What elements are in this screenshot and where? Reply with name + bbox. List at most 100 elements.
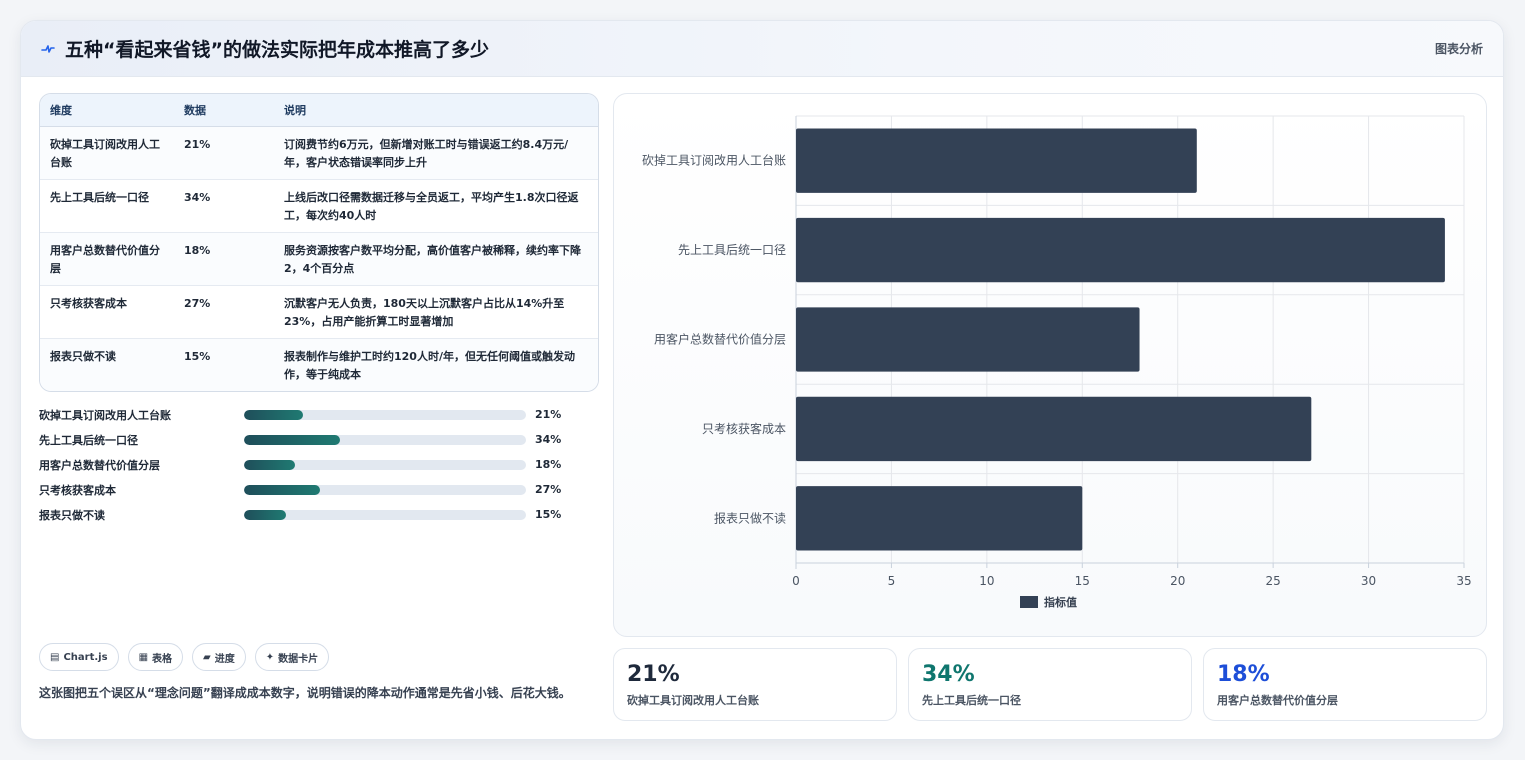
table-icon: ▦ — [138, 651, 149, 663]
progress-fill — [244, 509, 287, 520]
category-label: 用客户总数替代价值分层 — [654, 332, 786, 347]
kpi-label: 砍掉工具订阅改用人工台账 — [627, 694, 759, 707]
left-panel: 维度 数据 说明 砍掉工具订阅改用人工台账 21% 订阅费节约6万元，但新增对账… — [39, 93, 599, 527]
chart-description: 这张图把五个误区从“理念问题”翻译成成本数字，说明错误的降本动作通常是先省小钱、… — [39, 686, 571, 700]
progress-fill — [244, 409, 304, 420]
cell-dimension: 只考核获客成本 — [40, 285, 174, 339]
bar — [796, 396, 1312, 462]
progress-list: 砍掉工具订阅改用人工台账 21% 先上工具后统一口径 34% 用客户总数替代价值… — [39, 402, 599, 527]
table-row: 砍掉工具订阅改用人工台账 21% 订阅费节约6万元，但新增对账工时与错误返工约8… — [40, 126, 598, 180]
cell-value: 34% — [174, 179, 274, 233]
tag-label: 进度 — [214, 653, 235, 665]
tag-label: Chart.js — [63, 651, 108, 663]
kpi-value: 21% — [627, 662, 680, 687]
cell-note: 沉默客户无人负责，180天以上沉默客户占比从14%升至23%，占用产能折算工时显… — [274, 285, 598, 339]
kpi-card: 21% 砍掉工具订阅改用人工台账 — [613, 648, 897, 721]
table-row: 用客户总数替代价值分层 18% 服务资源按客户数平均分配，高价值客户被稀释，续约… — [40, 232, 598, 286]
progress-row: 用客户总数替代价值分层 18% — [39, 452, 599, 477]
category-label: 只考核获客成本 — [702, 421, 786, 436]
bar-chart: 砍掉工具订阅改用人工台账先上工具后统一口径用客户总数替代价值分层只考核获客成本报… — [642, 115, 1472, 609]
tag-label: 数据卡片 — [278, 653, 319, 665]
cell-note: 报表制作与维护工时约120人时/年，但无任何阈值或触发动作，等于纯成本 — [274, 338, 598, 391]
progress-track — [244, 409, 526, 420]
progress-value: 18% — [535, 458, 562, 471]
tag-progress[interactable]: ▰ 进度 — [192, 643, 246, 671]
cell-note: 服务资源按客户数平均分配，高价值客户被稀释，续约率下降2，4个百分点 — [274, 232, 598, 286]
cell-value: 18% — [174, 232, 274, 286]
x-tick-label: 20 — [1170, 574, 1185, 588]
progress-value: 27% — [535, 483, 562, 496]
cell-value: 15% — [174, 338, 274, 391]
column-header: 维度 — [40, 94, 174, 127]
column-header: 数据 — [174, 94, 274, 127]
cell-dimension: 报表只做不读 — [40, 338, 174, 391]
cell-value: 27% — [174, 285, 274, 339]
bar — [796, 486, 1083, 551]
progress-icon: ▰ — [203, 651, 211, 663]
bar — [796, 217, 1445, 283]
progress-label: 用客户总数替代价值分层 — [39, 458, 160, 472]
bar — [796, 307, 1140, 372]
cell-dimension: 先上工具后统一口径 — [40, 179, 174, 233]
x-tick-label: 30 — [1361, 574, 1376, 588]
cell-note: 上线后改口径需数据迁移与全员返工，平均产生1.8次口径返工，每次约40人时 — [274, 179, 598, 233]
progress-track — [244, 484, 526, 495]
progress-fill — [244, 459, 295, 470]
title-wrap: 五种“看起来省钱”的做法实际把年成本推高了多少 — [41, 35, 489, 62]
header: 五种“看起来省钱”的做法实际把年成本推高了多少 图表分析 — [21, 21, 1503, 77]
kpi-label: 用客户总数替代价值分层 — [1217, 694, 1338, 707]
tag-data-card[interactable]: ✦ 数据卡片 — [254, 643, 330, 671]
tag-label: 表格 — [152, 653, 173, 665]
progress-value: 21% — [535, 408, 562, 421]
tag-list: ▤ Chart.js ▦ 表格 ▰ 进度 ✦ 数据卡片 — [39, 643, 330, 671]
kpi-card: 34% 先上工具后统一口径 — [908, 648, 1192, 721]
pulse-icon — [41, 44, 55, 53]
legend-label: 指标值 — [1044, 595, 1077, 609]
progress-row: 先上工具后统一口径 34% — [39, 427, 599, 452]
chart-icon: ▤ — [50, 651, 60, 663]
progress-value: 15% — [535, 508, 562, 521]
bar — [796, 128, 1197, 193]
table-header-row: 维度 数据 说明 — [40, 94, 598, 127]
cell-dimension: 用客户总数替代价值分层 — [40, 232, 174, 286]
sparkle-icon: ✦ — [265, 651, 275, 663]
progress-label: 砍掉工具订阅改用人工台账 — [39, 408, 171, 422]
kpi-value: 18% — [1217, 662, 1270, 687]
chart-analysis-link[interactable]: 图表分析 — [1434, 42, 1483, 56]
tag-table[interactable]: ▦ 表格 — [127, 643, 184, 671]
progress-value: 34% — [535, 433, 562, 446]
x-tick-label: 10 — [979, 574, 994, 588]
cell-value: 21% — [174, 126, 274, 180]
progress-track — [244, 434, 526, 445]
kpi-label: 先上工具后统一口径 — [922, 694, 1021, 707]
tag-chartjs[interactable]: ▤ Chart.js — [39, 643, 119, 671]
table-row: 只考核获客成本 27% 沉默客户无人负责，180天以上沉默客户占比从14%升至2… — [40, 285, 598, 339]
cell-note: 订阅费节约6万元，但新增对账工时与错误返工约8.4万元/年，客户状态错误率同步上… — [274, 126, 598, 180]
x-tick-label: 5 — [888, 574, 896, 588]
category-label: 报表只做不读 — [714, 510, 786, 525]
table-row: 报表只做不读 15% 报表制作与维护工时约120人时/年，但无任何阈值或触发动作… — [40, 338, 598, 391]
table-row: 先上工具后统一口径 34% 上线后改口径需数据迁移与全员返工，平均产生1.8次口… — [40, 179, 598, 233]
kpi-card: 18% 用客户总数替代价值分层 — [1203, 648, 1487, 721]
page-title: 五种“看起来省钱”的做法实际把年成本推高了多少 — [65, 39, 489, 61]
legend-swatch — [1020, 596, 1038, 608]
cell-dimension: 砍掉工具订阅改用人工台账 — [40, 126, 174, 180]
kpi-value: 34% — [922, 662, 975, 687]
progress-fill — [244, 434, 340, 445]
progress-label: 只考核获客成本 — [39, 483, 116, 497]
progress-label: 先上工具后统一口径 — [39, 433, 138, 447]
category-label: 砍掉工具订阅改用人工台账 — [642, 153, 786, 168]
progress-label: 报表只做不读 — [39, 508, 105, 522]
x-tick-label: 25 — [1266, 574, 1281, 588]
progress-row: 砍掉工具订阅改用人工台账 21% — [39, 402, 599, 427]
bar-chart-panel: 砍掉工具订阅改用人工台账先上工具后统一口径用客户总数替代价值分层只考核获客成本报… — [613, 93, 1487, 637]
progress-row: 只考核获客成本 27% — [39, 477, 599, 502]
data-table: 维度 数据 说明 砍掉工具订阅改用人工台账 21% 订阅费节约6万元，但新增对账… — [39, 93, 599, 392]
progress-track — [244, 459, 526, 470]
report-card: 五种“看起来省钱”的做法实际把年成本推高了多少 图表分析 维度 数据 说明 砍掉… — [20, 20, 1504, 740]
kpi-list: 21% 砍掉工具订阅改用人工台账 34% 先上工具后统一口径 18% 用客户总数… — [613, 648, 1487, 721]
x-tick-label: 15 — [1075, 574, 1090, 588]
progress-track — [244, 509, 526, 520]
progress-fill — [244, 484, 321, 495]
category-label: 先上工具后统一口径 — [678, 243, 786, 257]
